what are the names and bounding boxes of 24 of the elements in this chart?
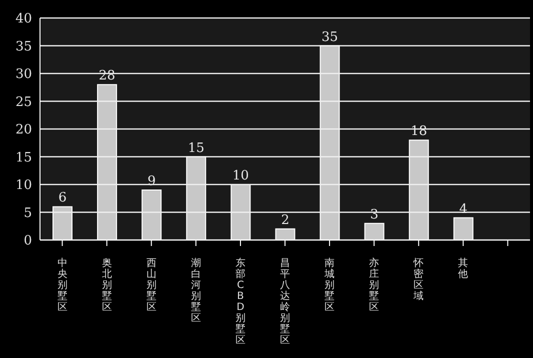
x-tick-label: 其他 — [458, 257, 468, 280]
data-label: 10 — [232, 168, 249, 184]
x-tick-label: 潮白河别墅区 — [190, 257, 201, 324]
data-label: 6 — [58, 190, 67, 206]
data-label: 15 — [188, 140, 204, 156]
data-label: 2 — [281, 212, 290, 228]
y-tick-label: 0 — [24, 234, 32, 249]
y-tick-label: 40 — [15, 12, 32, 27]
x-tick-label: 怀密区域 — [412, 257, 424, 302]
x-tick-label: 西山别墅区 — [146, 258, 156, 313]
y-tick-label: 35 — [15, 39, 32, 54]
x-tick-label: 南城别墅区 — [324, 257, 335, 313]
y-tick-label: 25 — [15, 94, 32, 110]
y-tick-label: 10 — [15, 178, 32, 194]
x-tick-label: 中央别墅区 — [57, 257, 68, 313]
y-tick-label: 30 — [15, 67, 32, 82]
y-tick-label: 15 — [15, 150, 32, 166]
y-tick-label: 20 — [15, 122, 32, 138]
x-tick-label: 东部CBD别墅区 — [235, 257, 246, 346]
x-tick-label: 奥北别墅区 — [102, 257, 112, 313]
x-tick-label: 昌平八达岭别墅区 — [280, 258, 290, 346]
x-tick-label: 亦庄别墅区 — [369, 257, 380, 313]
y-tick-label: 5 — [24, 206, 32, 221]
data-label: 35 — [322, 30, 338, 45]
